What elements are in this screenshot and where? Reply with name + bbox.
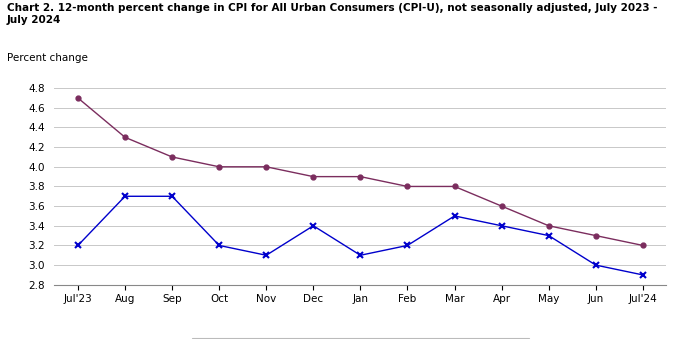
Legend: All items, All items less food and energy: All items, All items less food and energ… [192,338,529,339]
Text: Percent change: Percent change [7,53,88,62]
Text: Chart 2. 12-month percent change in CPI for All Urban Consumers (CPI-U), not sea: Chart 2. 12-month percent change in CPI … [7,3,658,25]
